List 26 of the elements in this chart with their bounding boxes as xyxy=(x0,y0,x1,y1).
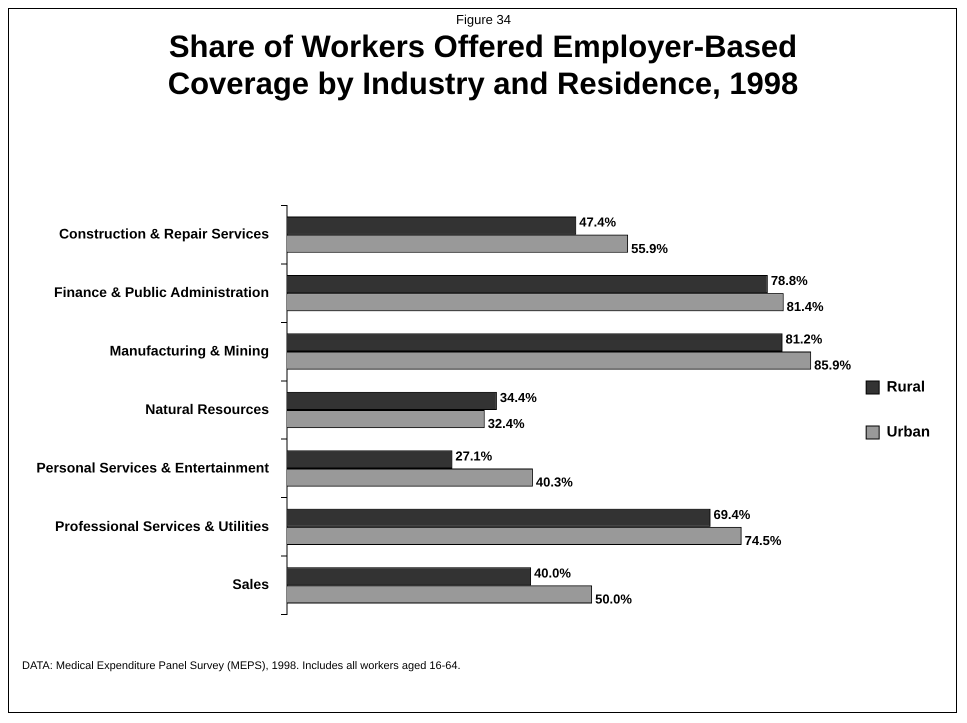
legend-label: Urban xyxy=(886,424,930,441)
y-tick-label: Construction & Repair Services xyxy=(58,225,270,242)
data-label: 69.4% xyxy=(713,506,751,522)
data-label: 78.8% xyxy=(770,273,808,288)
y-tick-label: Personal Services & Entertainment xyxy=(36,459,270,476)
y-tick-label: Natural Resources xyxy=(145,400,270,417)
data-label: 81.2% xyxy=(785,332,823,347)
y-tick-label: Sales xyxy=(232,576,270,592)
data-label: 74.5% xyxy=(744,533,782,548)
chart-title: Share of Workers Offered Employer-Based Coverage by Industry and Residence, 1998 xyxy=(166,28,800,102)
data-label: 34.4% xyxy=(500,390,538,406)
data-label: 85.9% xyxy=(814,358,852,373)
data-label: 27.1% xyxy=(455,448,493,464)
data-label: 32.4% xyxy=(488,416,525,432)
y-tick-label: Manufacturing & Mining xyxy=(110,342,269,358)
data-label: 81.4% xyxy=(786,299,824,314)
y-tick-label: Professional Services & Utilities xyxy=(55,518,270,534)
caption: Figure 34 xyxy=(455,12,512,27)
legend-label: Rural xyxy=(886,378,926,396)
data-label: 40.0% xyxy=(534,565,572,580)
data-label: 40.3% xyxy=(536,474,574,490)
y-tick-label: Finance & Public Administration xyxy=(54,284,269,300)
text: DATA: Medical Expenditure Panel Survey (MEPS), 1998. Includes all workers aged 16-64. xyxy=(22,660,461,672)
data-label: 50.0% xyxy=(595,592,632,607)
data-label: 47.4% xyxy=(579,214,617,230)
data-label: 55.9% xyxy=(631,240,668,256)
